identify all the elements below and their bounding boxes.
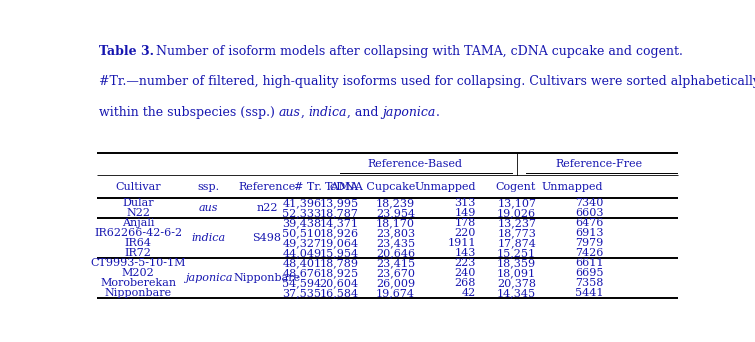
Text: IR64: IR64 <box>125 238 152 248</box>
Text: 13,107: 13,107 <box>497 198 536 208</box>
Text: 6695: 6695 <box>575 268 603 278</box>
Text: 6913: 6913 <box>575 228 603 238</box>
Text: 240: 240 <box>455 268 476 278</box>
Text: 15,251: 15,251 <box>497 248 536 258</box>
Text: #Tr.—number of filtered, high-quality isoforms used for collapsing. Cultivars we: #Tr.—number of filtered, high-quality is… <box>99 75 755 88</box>
Text: S498: S498 <box>252 233 282 243</box>
Text: Number of isoform models after collapsing with TAMA, cDNA cupcake and cogent.: Number of isoform models after collapsin… <box>148 45 683 58</box>
Text: 5441: 5441 <box>575 288 603 298</box>
Text: N22: N22 <box>126 208 150 218</box>
Text: Anjali: Anjali <box>122 218 155 228</box>
Text: 48,676: 48,676 <box>282 268 322 278</box>
Text: 178: 178 <box>455 218 476 228</box>
Text: # Tr.: # Tr. <box>294 182 322 192</box>
Text: 44,049: 44,049 <box>282 248 322 258</box>
Text: ssp.: ssp. <box>197 182 220 192</box>
Text: Reference: Reference <box>239 182 296 192</box>
Text: 18,170: 18,170 <box>376 218 415 228</box>
Text: Table 3.: Table 3. <box>99 45 154 58</box>
Text: IR72: IR72 <box>125 248 152 258</box>
Text: 18,091: 18,091 <box>497 268 536 278</box>
Text: M202: M202 <box>122 268 155 278</box>
Text: 13,995: 13,995 <box>319 198 359 208</box>
Text: TAMA: TAMA <box>325 182 359 192</box>
Text: 37,535: 37,535 <box>282 288 322 298</box>
Text: 19,064: 19,064 <box>319 238 359 248</box>
Text: 26,009: 26,009 <box>376 278 415 288</box>
Text: Unmapped: Unmapped <box>542 182 603 192</box>
Text: 268: 268 <box>455 278 476 288</box>
Text: 18,787: 18,787 <box>320 208 359 218</box>
Text: 15,954: 15,954 <box>319 248 359 258</box>
Text: indica: indica <box>192 233 226 243</box>
Text: Dular: Dular <box>122 198 154 208</box>
Text: japonica: japonica <box>383 106 436 119</box>
Text: 223: 223 <box>455 258 476 268</box>
Text: aus: aus <box>279 106 300 119</box>
Text: 17,874: 17,874 <box>498 238 536 248</box>
Text: Nipponbare: Nipponbare <box>105 288 172 298</box>
Text: 18,926: 18,926 <box>319 228 359 238</box>
Text: 20,646: 20,646 <box>376 248 415 258</box>
Text: 14,345: 14,345 <box>497 288 536 298</box>
Text: 23,803: 23,803 <box>376 228 415 238</box>
Text: cDNA Cupcake: cDNA Cupcake <box>330 182 415 192</box>
Text: 143: 143 <box>455 248 476 258</box>
Text: Reference-Based: Reference-Based <box>368 159 463 169</box>
Text: 1911: 1911 <box>448 238 476 248</box>
Text: Nipponbare: Nipponbare <box>233 273 300 283</box>
Text: 41,396: 41,396 <box>282 198 322 208</box>
Text: 13,237: 13,237 <box>497 218 536 228</box>
Text: 52,333: 52,333 <box>282 208 322 218</box>
Text: 23,954: 23,954 <box>376 208 415 218</box>
Text: 7979: 7979 <box>575 238 603 248</box>
Text: 19,026: 19,026 <box>497 208 536 218</box>
Text: Cogent: Cogent <box>496 182 536 192</box>
Text: 20,378: 20,378 <box>497 278 536 288</box>
Text: 7426: 7426 <box>575 248 603 258</box>
Text: 7340: 7340 <box>575 198 603 208</box>
Text: 18,773: 18,773 <box>498 228 536 238</box>
Text: 18,925: 18,925 <box>319 268 359 278</box>
Text: 6611: 6611 <box>575 258 603 268</box>
Text: Unmapped: Unmapped <box>414 182 476 192</box>
Text: japonica: japonica <box>185 273 233 283</box>
Text: 16,584: 16,584 <box>319 288 359 298</box>
Text: IR62266-42-6-2: IR62266-42-6-2 <box>94 228 182 238</box>
Text: , and: , and <box>347 106 383 119</box>
Text: 54,594: 54,594 <box>282 278 322 288</box>
Text: 23,435: 23,435 <box>376 238 415 248</box>
Text: 42: 42 <box>461 288 476 298</box>
Text: .: . <box>436 106 440 119</box>
Text: 19,674: 19,674 <box>376 288 415 298</box>
Text: CT9993-5-10-1M: CT9993-5-10-1M <box>91 258 186 268</box>
Text: 149: 149 <box>455 208 476 218</box>
Text: 18,359: 18,359 <box>497 258 536 268</box>
Text: ,: , <box>300 106 309 119</box>
Text: 20,604: 20,604 <box>319 278 359 288</box>
Text: 50,510: 50,510 <box>282 228 322 238</box>
Text: 23,670: 23,670 <box>376 268 415 278</box>
Text: aus: aus <box>199 203 218 213</box>
Text: Reference-Free: Reference-Free <box>555 159 643 169</box>
Text: Moroberekan: Moroberekan <box>100 278 177 288</box>
Text: 39,438: 39,438 <box>282 218 322 228</box>
Text: 14,371: 14,371 <box>320 218 359 228</box>
Text: 313: 313 <box>455 198 476 208</box>
Text: 7358: 7358 <box>575 278 603 288</box>
Text: 23,415: 23,415 <box>376 258 415 268</box>
Text: within the subspecies (ssp.): within the subspecies (ssp.) <box>99 106 279 119</box>
Text: 49,327: 49,327 <box>282 238 322 248</box>
Text: 6476: 6476 <box>575 218 603 228</box>
Text: 18,239: 18,239 <box>376 198 415 208</box>
Text: 220: 220 <box>455 228 476 238</box>
Text: 18,789: 18,789 <box>320 258 359 268</box>
Text: indica: indica <box>309 106 347 119</box>
Text: Cultivar: Cultivar <box>116 182 161 192</box>
Text: n22: n22 <box>256 203 278 213</box>
Text: 6603: 6603 <box>575 208 603 218</box>
Text: 48,401: 48,401 <box>282 258 322 268</box>
